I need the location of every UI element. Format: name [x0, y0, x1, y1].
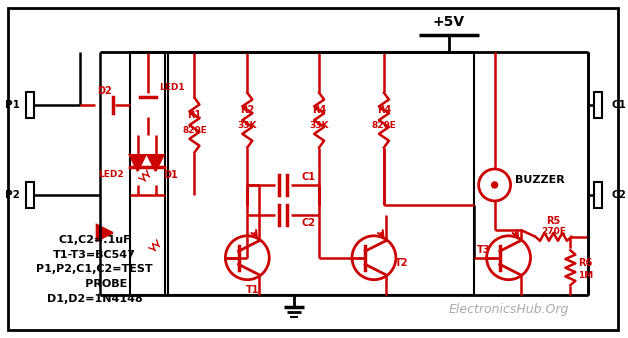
Text: ElectronicsHub.Org: ElectronicsHub.Org [448, 303, 569, 316]
Text: D2: D2 [97, 86, 112, 96]
Polygon shape [129, 155, 146, 171]
Bar [26, 92, 34, 118]
Text: R2: R2 [240, 105, 254, 115]
Polygon shape [148, 155, 163, 171]
Text: C1: C1 [301, 172, 315, 182]
Text: T3: T3 [477, 245, 490, 255]
Text: P1: P1 [5, 100, 20, 110]
Bar [594, 182, 602, 208]
Text: 820E: 820E [182, 126, 207, 135]
Bar [129, 52, 165, 295]
Text: 33K: 33K [310, 121, 329, 129]
Text: C2: C2 [611, 190, 626, 200]
Bar [594, 92, 602, 118]
Polygon shape [139, 225, 156, 241]
Text: 33K: 33K [237, 121, 257, 129]
Text: C1,C2=.1uF
T1-T3=BC547
P1,P2,C1,C2=TEST
      PROBE
D1,D2=1N4148: C1,C2=.1uF T1-T3=BC547 P1,P2,C1,C2=TEST … [36, 235, 153, 304]
Text: R4: R4 [377, 105, 391, 115]
Text: R5: R5 [546, 216, 561, 226]
Text: R6: R6 [578, 258, 593, 268]
Text: D1: D1 [163, 170, 178, 180]
Text: BUZZER: BUZZER [514, 175, 565, 185]
Text: LED2: LED2 [98, 170, 124, 179]
Text: C1: C1 [611, 100, 626, 110]
Text: +5V: +5V [433, 16, 465, 29]
Text: P2: P2 [5, 190, 20, 200]
Circle shape [492, 182, 497, 188]
Text: T2: T2 [395, 258, 409, 268]
Bar [26, 182, 34, 208]
Polygon shape [97, 225, 112, 241]
Text: 1M: 1M [578, 271, 593, 280]
Text: 820E: 820E [372, 121, 396, 129]
Text: C2: C2 [301, 218, 315, 228]
Bar [168, 52, 474, 295]
Text: R1: R1 [187, 110, 202, 120]
Text: LED1: LED1 [160, 83, 185, 92]
Text: 270E: 270E [541, 227, 566, 236]
Text: R4: R4 [312, 105, 326, 115]
Text: T1: T1 [246, 285, 259, 295]
